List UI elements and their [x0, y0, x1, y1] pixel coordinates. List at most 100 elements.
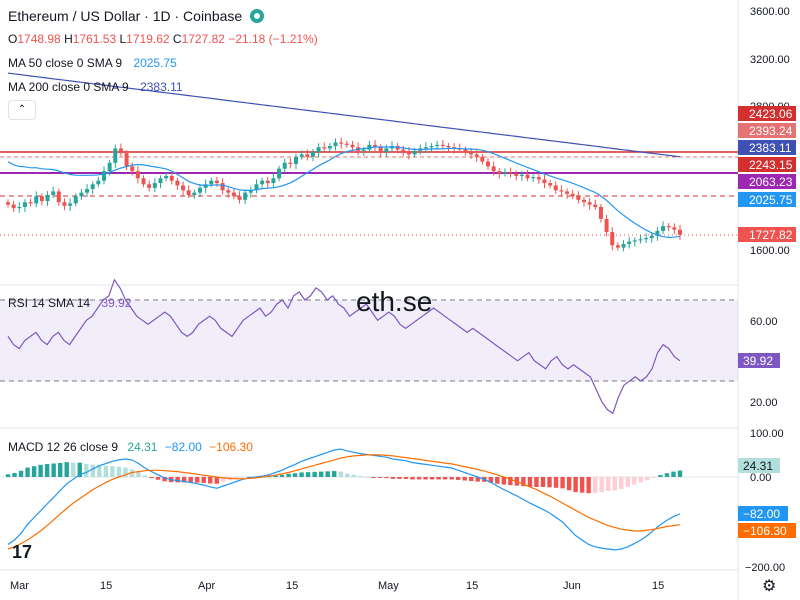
badge-text: 2063.23: [749, 175, 793, 189]
candle-body: [209, 180, 214, 185]
candle-body: [113, 148, 118, 163]
candle-body: [51, 191, 56, 196]
histogram-bar: [240, 477, 246, 478]
candle-body: [384, 148, 389, 153]
rsi-label: RSI 14 SMA 14: [8, 296, 91, 310]
histogram-bar: [110, 466, 115, 477]
gear-icon[interactable]: ⚙: [762, 578, 777, 595]
histogram-bar: [449, 477, 454, 480]
histogram-bar: [495, 477, 500, 484]
candle-body: [593, 204, 598, 207]
macd-histogram: [5, 462, 683, 494]
candle-body: [582, 199, 586, 203]
histogram-bar: [658, 475, 663, 477]
histogram-bar: [5, 474, 11, 477]
macd-y-tick: 100.00: [750, 428, 784, 440]
histogram-bar: [540, 477, 546, 487]
ma200-legend[interactable]: MA 200 close 0 SMA 9 2383.11: [8, 80, 183, 94]
candle-body: [130, 166, 135, 172]
histogram-bar: [488, 477, 493, 483]
histogram-bar: [188, 477, 193, 483]
candle-body: [62, 202, 67, 206]
histogram-bar: [71, 462, 76, 477]
histogram-bar: [129, 469, 135, 477]
candle-body: [214, 180, 219, 184]
badge-text: −82.00: [743, 507, 780, 521]
x-tick: May: [378, 580, 399, 592]
macd-legend[interactable]: MACD 12 26 close 9 24.31 −82.00 −106.30: [8, 440, 253, 454]
histogram-bar: [208, 477, 213, 484]
histogram-bar: [162, 477, 167, 482]
ohlc-legend: O1748.98 H1761.53 L1719.62 C1727.82 −21.…: [8, 32, 318, 46]
histogram-bar: [318, 471, 324, 477]
y-tick: 1600.00: [750, 245, 790, 257]
candle-body: [169, 175, 174, 181]
histogram-bar: [175, 477, 180, 483]
candle-body: [294, 156, 298, 164]
candle-body: [333, 142, 338, 147]
badge-text: 2393.24: [749, 124, 793, 138]
symbol-title[interactable]: Ethereum / US Dollar · 1D · Coinbase: [8, 8, 265, 24]
candle-body: [497, 171, 502, 174]
histogram-bar: [358, 475, 363, 477]
symbol-title-text: Ethereum / US Dollar · 1D · Coinbase: [8, 8, 243, 24]
candle-body: [299, 154, 304, 157]
histogram-bar: [501, 477, 507, 485]
histogram-bar: [579, 477, 585, 493]
histogram-bar: [592, 477, 598, 493]
candle-body: [570, 193, 575, 197]
candle-body: [175, 180, 180, 186]
candle-body: [68, 203, 73, 206]
candle-body: [435, 144, 440, 147]
h-value: 1761.53: [72, 32, 117, 46]
candle-body: [565, 191, 570, 194]
candle-body: [406, 152, 411, 155]
candle-body: [339, 142, 344, 144]
market-status-icon: [250, 9, 265, 23]
candle-body: [158, 178, 163, 184]
histogram-bar: [429, 477, 435, 480]
histogram-bar: [599, 477, 604, 493]
candle-body: [152, 183, 157, 188]
ma200-value: 2383.11: [140, 80, 183, 94]
candle-body: [655, 230, 660, 236]
candle-body: [474, 154, 479, 157]
candle-body: [186, 190, 191, 196]
histogram-bar: [103, 465, 109, 477]
histogram-bar: [181, 477, 187, 483]
candle-body: [661, 226, 666, 231]
histogram-bar: [560, 477, 565, 489]
badge-text: 24.31: [743, 459, 773, 473]
price-badge: 2423.06: [738, 106, 796, 121]
candle-body: [627, 241, 632, 245]
histogram-bar: [136, 472, 141, 477]
candle-body: [260, 180, 265, 185]
candle-body: [423, 147, 428, 149]
ma200-label: MA 200 close 0 SMA 9: [8, 80, 129, 94]
rsi-badge: 39.92: [738, 353, 780, 368]
histogram-bar: [469, 477, 474, 482]
macd-y-tick: −200.00: [745, 562, 785, 574]
histogram-bar: [142, 475, 148, 477]
histogram-bar: [619, 477, 624, 489]
histogram-bar: [606, 477, 611, 492]
histogram-bar: [651, 477, 657, 478]
tradingview-logo-icon[interactable]: 17: [12, 542, 33, 562]
candle-body: [678, 229, 682, 235]
badge-text: 2383.11: [749, 141, 792, 155]
collapse-legend-button[interactable]: ⌃: [8, 100, 36, 120]
candle-body: [310, 152, 315, 157]
ma50-legend[interactable]: MA 50 close 0 SMA 9 2025.75: [8, 56, 177, 70]
histogram-bar: [423, 477, 428, 480]
h-label: H: [64, 32, 73, 46]
histogram-bar: [625, 477, 631, 487]
histogram-bar: [201, 477, 206, 483]
price-badge: 2063.23: [738, 174, 796, 189]
x-tick: 15: [466, 580, 478, 592]
badge-text: 1727.82: [749, 228, 793, 242]
histogram-bar: [534, 477, 539, 487]
price-badge: 1727.82: [738, 227, 796, 242]
rsi-legend[interactable]: RSI 14 SMA 14 39.92: [8, 296, 131, 310]
histogram-bar: [312, 471, 317, 477]
histogram-bar: [645, 477, 650, 481]
